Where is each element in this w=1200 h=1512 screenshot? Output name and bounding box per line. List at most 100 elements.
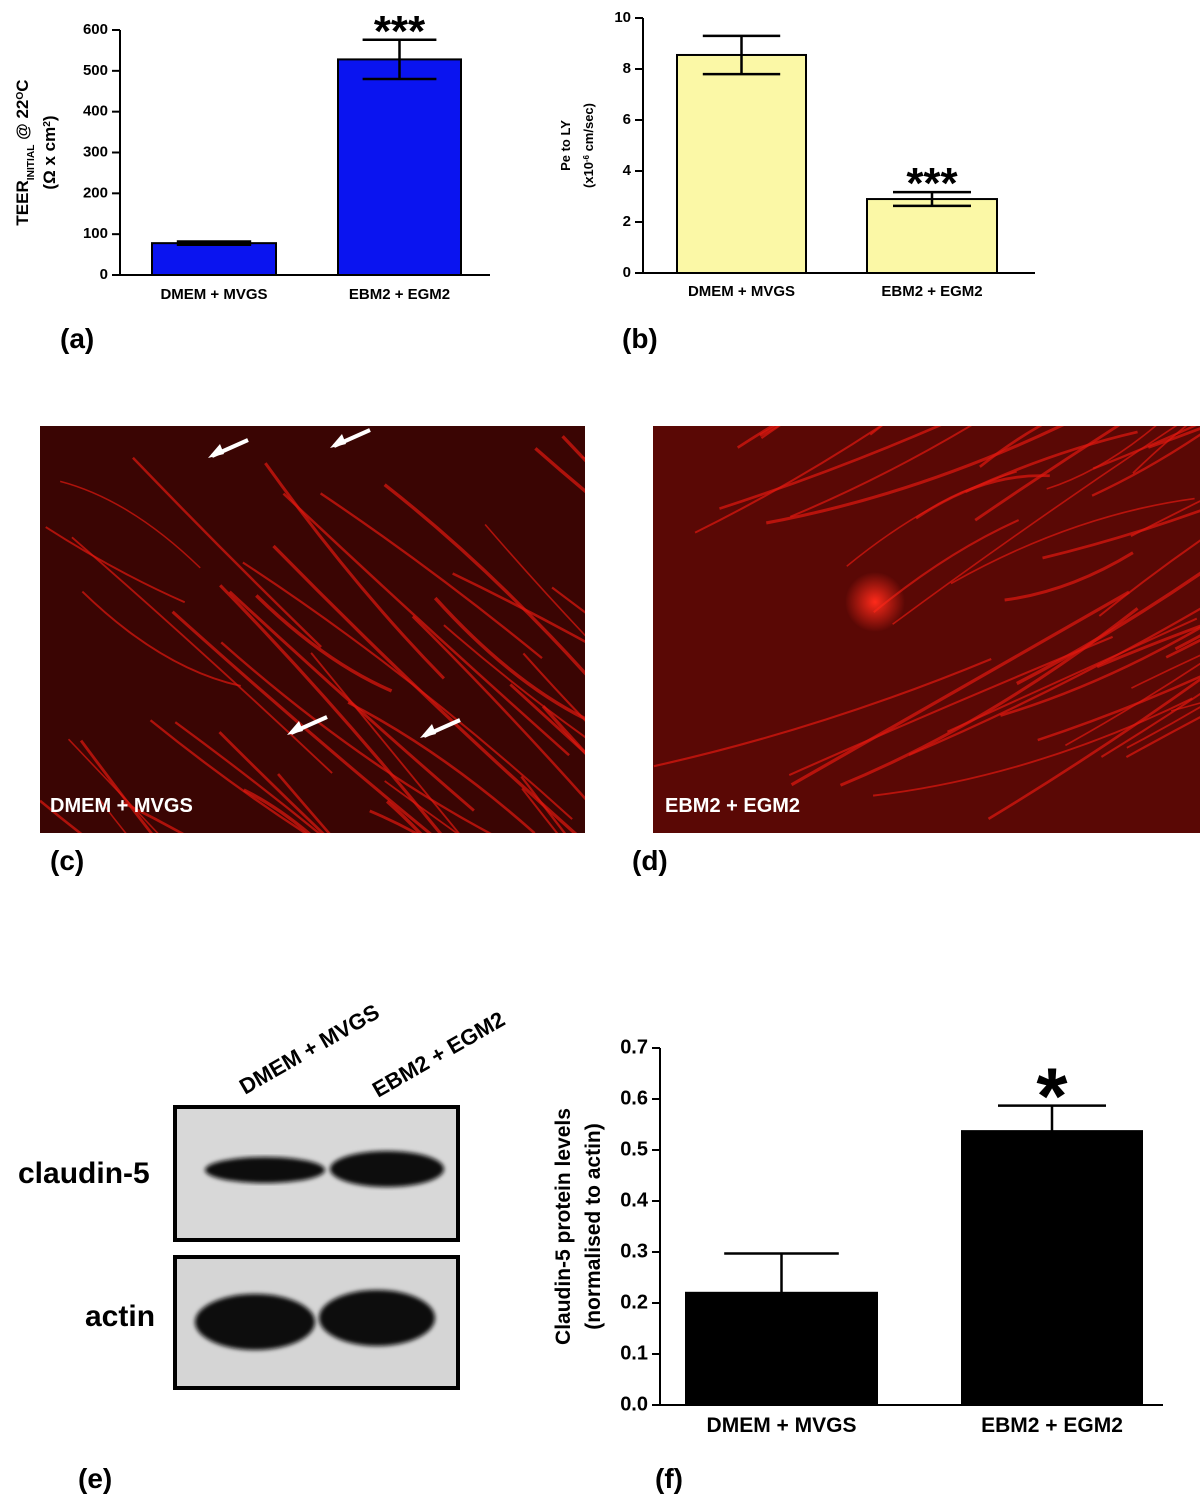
cell-border [1130,500,1200,537]
label-part: (Ω x cm [40,127,59,190]
y-tick-label: 500 [83,62,108,79]
error-bar [176,240,252,247]
y-tick-label: 400 [83,103,108,120]
y-axis-label: (x10-6 cm/sec) [581,103,596,188]
cell-border [789,426,973,518]
cell-border [81,590,241,687]
y-tick-label: 6 [623,111,631,128]
cell-border [1165,638,1200,659]
y-tick-label: 4 [623,162,632,179]
y-tick-label: 0.0 [620,1393,648,1415]
cell-border [788,635,1114,776]
y-tick-label: 100 [83,225,108,242]
cell-border [1171,702,1200,712]
y-tick-label: 0.5 [620,1138,648,1160]
image-caption: DMEM + MVGS [50,795,193,817]
bar [961,1130,1143,1406]
label-part: O [15,92,26,100]
cell-border [694,426,883,534]
row-label: claudin-5 [18,1157,150,1190]
cell-border [987,677,1200,821]
cell-border [433,596,585,721]
cell-border [1046,426,1157,490]
cell-border [67,738,159,833]
error-bar [724,1252,839,1334]
cell-border [40,799,83,833]
cell-border [719,426,942,510]
significance: *** [374,7,426,56]
significance: *** [906,159,958,208]
cell-border [1000,626,1200,717]
cell-border [132,456,322,648]
cell-border [174,721,321,833]
cell-border [839,607,1139,787]
y-axis-label: (Ω x cm2) [40,115,59,189]
label-part: @ 22 [13,100,32,145]
x-tick-label: EBM2 + EGM2 [881,283,982,300]
y-tick-label: 600 [83,21,108,38]
cell-border [1100,692,1200,758]
error-bar [702,34,781,76]
cell-border [79,739,154,833]
cell-border [760,426,781,439]
cell-border [872,697,1193,797]
cell-border [59,480,201,569]
cell-border [979,426,1043,468]
cell-border [71,536,333,774]
y-tick-label: 0.4 [620,1189,649,1211]
y-tick-label: 0 [623,264,631,281]
y-tick-label: 0.3 [620,1240,648,1262]
label-part: Claudin-5 protein levels [552,1108,575,1345]
cell-border [1064,662,1200,747]
cell-border [99,799,127,833]
y-axis-label: (normalised to actin) [582,1123,605,1330]
cell-border [255,594,393,693]
y-tick-label: 0.6 [620,1087,648,1109]
error-bar [893,190,971,208]
arrow-head [420,724,436,738]
cell-border [277,773,331,833]
cell-border [950,497,1195,585]
x-tick-label: DMEM + MVGS [707,1414,857,1437]
cell-border [122,801,185,833]
label-part: 2 [42,121,53,127]
bar [337,58,462,277]
cell-border [790,590,1130,787]
cell-border [347,701,536,833]
cell-border [228,590,475,812]
cell-border [385,800,423,833]
label-part: TEER [13,180,32,225]
lane-label: DMEM + MVGS [235,999,384,1099]
y-tick-label: 8 [623,60,631,77]
panel-label: (e) [78,1463,112,1494]
y-tick-label: 0.2 [620,1291,648,1313]
micrograph [40,426,585,833]
cell-border [369,809,419,833]
cell-border [765,426,1065,525]
cell-border [520,775,567,833]
label-part: -6 [582,154,591,162]
cell-border [1096,624,1200,669]
y-tick-label: 200 [83,184,108,201]
western-blot [173,1105,460,1390]
cell-border [1016,571,1200,686]
y-tick-label: 2 [623,213,631,230]
image-caption: EBM2 + EGM2 [665,795,800,817]
cell-border [964,430,1138,493]
error-bar [998,1104,1106,1158]
label-part: C [13,79,32,91]
x-tick-label: EBM2 + EGM2 [349,286,450,303]
y-tick-label: 0.1 [620,1342,648,1364]
y-axis-label: Pe to LY [558,120,573,171]
label-part: ) [40,115,59,121]
cell-border [653,657,992,768]
panel-label: (a) [60,323,94,354]
cell-border [383,483,585,676]
label-part: Pe to LY [558,120,573,171]
cell-border [272,544,578,833]
cell-border [220,641,492,833]
cell-border [1125,715,1200,759]
bar [866,198,998,274]
bar [676,53,807,274]
